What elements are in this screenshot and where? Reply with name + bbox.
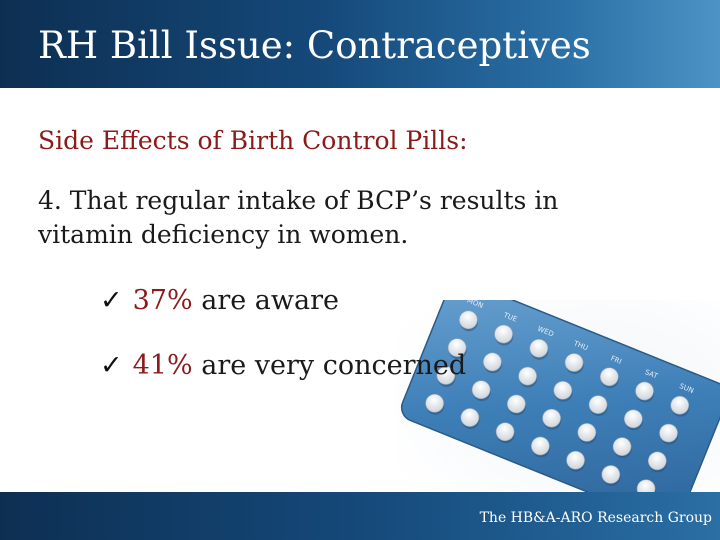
checkmark-icon: ✓ bbox=[100, 285, 123, 316]
pill bbox=[553, 381, 573, 402]
pill-day-label: MON bbox=[466, 300, 485, 310]
pill bbox=[623, 409, 643, 431]
pill bbox=[529, 339, 549, 360]
footer-credit: The HB&A-ARO Research Group bbox=[479, 510, 712, 526]
pill bbox=[507, 394, 526, 416]
pill bbox=[494, 324, 514, 346]
pill bbox=[599, 367, 619, 389]
pill bbox=[566, 450, 586, 472]
pill bbox=[447, 338, 467, 360]
footer-bar: The HB&A-ARO Research Group bbox=[0, 492, 720, 540]
section-subtitle: Side Effects of Birth Control Pills: bbox=[38, 126, 468, 155]
pill bbox=[564, 353, 584, 374]
pill bbox=[483, 352, 502, 374]
pill bbox=[670, 395, 690, 417]
pill bbox=[612, 437, 632, 459]
pill bbox=[425, 393, 445, 415]
pill bbox=[588, 395, 608, 417]
bullet-percent: 41% bbox=[132, 350, 193, 381]
pill bbox=[460, 408, 480, 429]
bullet-text: are aware bbox=[192, 285, 339, 316]
bullet-concerned: ✓ 41% are very concerned bbox=[100, 350, 466, 381]
pill bbox=[518, 366, 538, 388]
pill bbox=[436, 366, 456, 387]
pill bbox=[471, 380, 491, 402]
pill bbox=[659, 423, 679, 445]
point-text: 4. That regular intake of BCP’s results … bbox=[38, 186, 559, 249]
pill bbox=[635, 381, 655, 403]
pill-day-label: FRI bbox=[609, 354, 622, 366]
pill bbox=[577, 423, 597, 444]
pill bbox=[531, 436, 550, 458]
bullet-aware: ✓ 37% are aware bbox=[100, 285, 339, 316]
checkmark-icon: ✓ bbox=[100, 350, 123, 381]
header-bar: RH Bill Issue: Contraceptives bbox=[0, 0, 720, 88]
bullet-percent: 37% bbox=[132, 285, 193, 316]
pill bbox=[495, 422, 515, 444]
slide-title: RH Bill Issue: Contraceptives bbox=[38, 24, 591, 67]
blister-pack bbox=[400, 300, 720, 500]
bullet-text: are very concerned bbox=[192, 350, 467, 381]
pill bbox=[601, 465, 621, 486]
pill bbox=[647, 451, 667, 473]
pill bbox=[542, 408, 562, 430]
pill bbox=[459, 310, 478, 332]
